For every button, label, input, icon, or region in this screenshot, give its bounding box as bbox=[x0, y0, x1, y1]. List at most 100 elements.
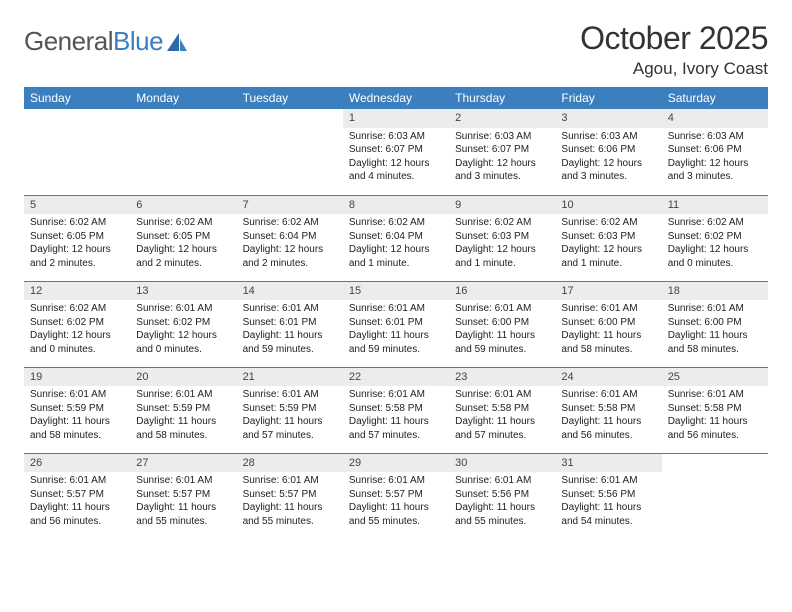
sunset-text: Sunset: 6:00 PM bbox=[455, 316, 549, 330]
day-number: 11 bbox=[662, 196, 768, 215]
sunset-text: Sunset: 6:01 PM bbox=[243, 316, 337, 330]
daylight-text: Daylight: 11 hours and 56 minutes. bbox=[561, 415, 655, 442]
daylight-text: Daylight: 11 hours and 56 minutes. bbox=[30, 501, 124, 528]
day-number: 21 bbox=[237, 368, 343, 387]
calendar-row: 19Sunrise: 6:01 AMSunset: 5:59 PMDayligh… bbox=[24, 367, 768, 453]
calendar-body: 1Sunrise: 6:03 AMSunset: 6:07 PMDaylight… bbox=[24, 109, 768, 539]
calendar-cell: 16Sunrise: 6:01 AMSunset: 6:00 PMDayligh… bbox=[449, 281, 555, 367]
daylight-text: Daylight: 11 hours and 59 minutes. bbox=[455, 329, 549, 356]
sunrise-text: Sunrise: 6:02 AM bbox=[136, 216, 230, 230]
sunset-text: Sunset: 5:56 PM bbox=[561, 488, 655, 502]
sunrise-text: Sunrise: 6:01 AM bbox=[136, 302, 230, 316]
sunset-text: Sunset: 5:58 PM bbox=[349, 402, 443, 416]
weekday-header: Monday bbox=[130, 87, 236, 109]
day-number: 4 bbox=[662, 109, 768, 128]
calendar-cell: 10Sunrise: 6:02 AMSunset: 6:03 PMDayligh… bbox=[555, 195, 661, 281]
day-number: 6 bbox=[130, 196, 236, 215]
sunrise-text: Sunrise: 6:01 AM bbox=[455, 302, 549, 316]
calendar-cell: 25Sunrise: 6:01 AMSunset: 5:58 PMDayligh… bbox=[662, 367, 768, 453]
sunset-text: Sunset: 6:02 PM bbox=[30, 316, 124, 330]
day-content: Sunrise: 6:01 AMSunset: 5:59 PMDaylight:… bbox=[237, 386, 343, 446]
day-content: Sunrise: 6:02 AMSunset: 6:02 PMDaylight:… bbox=[24, 300, 130, 360]
sunrise-text: Sunrise: 6:02 AM bbox=[349, 216, 443, 230]
sunrise-text: Sunrise: 6:01 AM bbox=[349, 474, 443, 488]
sunrise-text: Sunrise: 6:01 AM bbox=[455, 474, 549, 488]
sunrise-text: Sunrise: 6:01 AM bbox=[668, 388, 762, 402]
daylight-text: Daylight: 11 hours and 55 minutes. bbox=[136, 501, 230, 528]
sunrise-text: Sunrise: 6:01 AM bbox=[136, 388, 230, 402]
calendar-header-row: SundayMondayTuesdayWednesdayThursdayFrid… bbox=[24, 87, 768, 109]
day-number: 30 bbox=[449, 454, 555, 473]
day-content: Sunrise: 6:02 AMSunset: 6:05 PMDaylight:… bbox=[130, 214, 236, 274]
day-content: Sunrise: 6:03 AMSunset: 6:07 PMDaylight:… bbox=[449, 128, 555, 188]
day-number: 13 bbox=[130, 282, 236, 301]
calendar-cell: 23Sunrise: 6:01 AMSunset: 5:58 PMDayligh… bbox=[449, 367, 555, 453]
weekday-header: Tuesday bbox=[237, 87, 343, 109]
day-content: Sunrise: 6:01 AMSunset: 6:01 PMDaylight:… bbox=[237, 300, 343, 360]
sunrise-text: Sunrise: 6:03 AM bbox=[668, 130, 762, 144]
calendar-cell: 1Sunrise: 6:03 AMSunset: 6:07 PMDaylight… bbox=[343, 109, 449, 195]
day-content: Sunrise: 6:01 AMSunset: 6:02 PMDaylight:… bbox=[130, 300, 236, 360]
calendar-cell: 22Sunrise: 6:01 AMSunset: 5:58 PMDayligh… bbox=[343, 367, 449, 453]
sunset-text: Sunset: 5:57 PM bbox=[243, 488, 337, 502]
header: GeneralBlue October 2025 Agou, Ivory Coa… bbox=[24, 20, 768, 79]
day-number: 18 bbox=[662, 282, 768, 301]
sunset-text: Sunset: 6:06 PM bbox=[561, 143, 655, 157]
title-block: October 2025 Agou, Ivory Coast bbox=[580, 20, 768, 79]
sunset-text: Sunset: 5:57 PM bbox=[136, 488, 230, 502]
calendar-cell: 24Sunrise: 6:01 AMSunset: 5:58 PMDayligh… bbox=[555, 367, 661, 453]
daylight-text: Daylight: 12 hours and 2 minutes. bbox=[136, 243, 230, 270]
daylight-text: Daylight: 12 hours and 0 minutes. bbox=[136, 329, 230, 356]
calendar-cell: 30Sunrise: 6:01 AMSunset: 5:56 PMDayligh… bbox=[449, 453, 555, 539]
daylight-text: Daylight: 11 hours and 56 minutes. bbox=[668, 415, 762, 442]
sunrise-text: Sunrise: 6:01 AM bbox=[455, 388, 549, 402]
calendar-cell: 4Sunrise: 6:03 AMSunset: 6:06 PMDaylight… bbox=[662, 109, 768, 195]
calendar-cell: 20Sunrise: 6:01 AMSunset: 5:59 PMDayligh… bbox=[130, 367, 236, 453]
sunset-text: Sunset: 6:05 PM bbox=[30, 230, 124, 244]
day-number bbox=[130, 109, 236, 128]
calendar-cell: 14Sunrise: 6:01 AMSunset: 6:01 PMDayligh… bbox=[237, 281, 343, 367]
day-content: Sunrise: 6:03 AMSunset: 6:07 PMDaylight:… bbox=[343, 128, 449, 188]
sunset-text: Sunset: 6:01 PM bbox=[349, 316, 443, 330]
calendar-cell: 27Sunrise: 6:01 AMSunset: 5:57 PMDayligh… bbox=[130, 453, 236, 539]
daylight-text: Daylight: 12 hours and 1 minute. bbox=[455, 243, 549, 270]
calendar-cell: 29Sunrise: 6:01 AMSunset: 5:57 PMDayligh… bbox=[343, 453, 449, 539]
sunset-text: Sunset: 5:58 PM bbox=[668, 402, 762, 416]
brand-logo: GeneralBlue bbox=[24, 26, 189, 57]
weekday-header: Sunday bbox=[24, 87, 130, 109]
page-title: October 2025 bbox=[580, 20, 768, 57]
day-number: 22 bbox=[343, 368, 449, 387]
sunrise-text: Sunrise: 6:02 AM bbox=[30, 302, 124, 316]
sunset-text: Sunset: 5:58 PM bbox=[561, 402, 655, 416]
calendar-cell: 11Sunrise: 6:02 AMSunset: 6:02 PMDayligh… bbox=[662, 195, 768, 281]
daylight-text: Daylight: 12 hours and 2 minutes. bbox=[243, 243, 337, 270]
sunrise-text: Sunrise: 6:01 AM bbox=[561, 474, 655, 488]
daylight-text: Daylight: 12 hours and 3 minutes. bbox=[455, 157, 549, 184]
day-content: Sunrise: 6:01 AMSunset: 5:59 PMDaylight:… bbox=[24, 386, 130, 446]
sunrise-text: Sunrise: 6:03 AM bbox=[349, 130, 443, 144]
calendar-cell: 21Sunrise: 6:01 AMSunset: 5:59 PMDayligh… bbox=[237, 367, 343, 453]
daylight-text: Daylight: 11 hours and 54 minutes. bbox=[561, 501, 655, 528]
sunset-text: Sunset: 6:05 PM bbox=[136, 230, 230, 244]
sunset-text: Sunset: 5:57 PM bbox=[30, 488, 124, 502]
daylight-text: Daylight: 12 hours and 1 minute. bbox=[561, 243, 655, 270]
calendar-cell: 15Sunrise: 6:01 AMSunset: 6:01 PMDayligh… bbox=[343, 281, 449, 367]
day-content: Sunrise: 6:01 AMSunset: 5:57 PMDaylight:… bbox=[24, 472, 130, 532]
sunset-text: Sunset: 6:00 PM bbox=[561, 316, 655, 330]
sunrise-text: Sunrise: 6:02 AM bbox=[455, 216, 549, 230]
day-number bbox=[662, 454, 768, 473]
sunrise-text: Sunrise: 6:01 AM bbox=[30, 474, 124, 488]
day-number: 15 bbox=[343, 282, 449, 301]
day-content: Sunrise: 6:01 AMSunset: 6:01 PMDaylight:… bbox=[343, 300, 449, 360]
daylight-text: Daylight: 11 hours and 59 minutes. bbox=[349, 329, 443, 356]
daylight-text: Daylight: 12 hours and 0 minutes. bbox=[668, 243, 762, 270]
daylight-text: Daylight: 11 hours and 58 minutes. bbox=[668, 329, 762, 356]
day-content: Sunrise: 6:01 AMSunset: 5:59 PMDaylight:… bbox=[130, 386, 236, 446]
daylight-text: Daylight: 11 hours and 58 minutes. bbox=[561, 329, 655, 356]
daylight-text: Daylight: 11 hours and 58 minutes. bbox=[30, 415, 124, 442]
daylight-text: Daylight: 12 hours and 3 minutes. bbox=[561, 157, 655, 184]
sunrise-text: Sunrise: 6:01 AM bbox=[30, 388, 124, 402]
calendar-cell: 26Sunrise: 6:01 AMSunset: 5:57 PMDayligh… bbox=[24, 453, 130, 539]
calendar-cell bbox=[130, 109, 236, 195]
calendar-cell: 5Sunrise: 6:02 AMSunset: 6:05 PMDaylight… bbox=[24, 195, 130, 281]
